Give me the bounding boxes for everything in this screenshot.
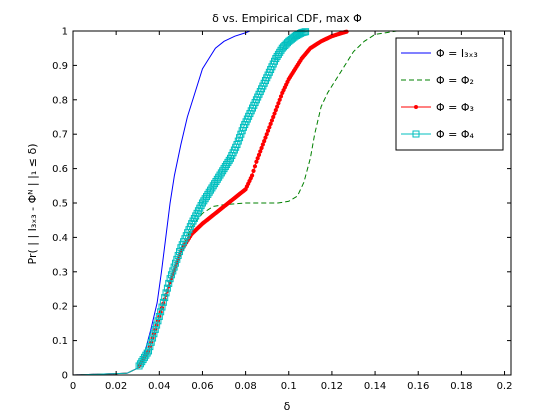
data-point bbox=[176, 248, 184, 256]
data-point bbox=[258, 149, 263, 154]
data-point bbox=[162, 289, 170, 297]
data-point bbox=[262, 138, 267, 144]
data-point bbox=[163, 284, 171, 292]
data-point bbox=[269, 118, 275, 123]
data-point bbox=[146, 343, 154, 351]
legend-label: Φ = I₃ₓ₃ bbox=[436, 47, 478, 60]
data-point bbox=[147, 338, 155, 346]
series-i bbox=[72, 30, 511, 376]
data-point bbox=[165, 279, 173, 287]
legend: Φ = I₃ₓ₃ Φ = Φ₂ Φ = Φ₃ Φ = Φ₄ bbox=[395, 37, 504, 151]
y-tick-label: 0.1 bbox=[52, 336, 68, 347]
y-tick-label: 0.8 bbox=[52, 95, 68, 106]
data-point bbox=[276, 101, 281, 106]
data-point bbox=[149, 334, 157, 342]
data-point bbox=[159, 298, 167, 306]
x-tick-label: 0.02 bbox=[105, 381, 127, 392]
data-point bbox=[249, 173, 255, 178]
data-point bbox=[267, 125, 272, 130]
data-point bbox=[153, 321, 161, 329]
y-tick-label: 0.6 bbox=[52, 164, 68, 175]
legend-entry-item: Φ = Φ₃ bbox=[401, 101, 474, 114]
y-tick-label: 0.2 bbox=[52, 302, 68, 313]
legend-label: Φ = Φ₂ bbox=[436, 74, 474, 87]
x-tick-label: 0.08 bbox=[234, 381, 256, 392]
x-tick-label: 0.04 bbox=[148, 381, 170, 392]
series-layer bbox=[72, 28, 511, 376]
chart-title: δ vs. Empirical CDF, max Φ bbox=[212, 12, 362, 25]
legend-entries: Φ = I₃ₓ₃ Φ = Φ₂ Φ = Φ₃ Φ = Φ₄ bbox=[401, 47, 478, 141]
x-tick-label: 0.12 bbox=[321, 381, 343, 392]
data-point bbox=[259, 145, 264, 151]
data-point bbox=[167, 271, 175, 279]
y-tick-label: 0.7 bbox=[52, 130, 68, 141]
data-point bbox=[154, 317, 162, 325]
data-point bbox=[254, 159, 259, 164]
data-point bbox=[166, 275, 174, 283]
legend-marker bbox=[414, 105, 418, 109]
data-point bbox=[256, 152, 262, 157]
data-point bbox=[268, 121, 273, 126]
data-point bbox=[263, 135, 268, 140]
data-point bbox=[161, 294, 169, 302]
data-point bbox=[275, 104, 280, 109]
x-tick-label: 0.2 bbox=[497, 381, 513, 392]
data-point bbox=[252, 164, 258, 169]
legend-label: Φ = Φ₄ bbox=[436, 128, 475, 141]
data-point bbox=[251, 168, 256, 173]
data-point bbox=[302, 28, 310, 36]
y-tick-label: 1 bbox=[62, 27, 68, 38]
data-point bbox=[151, 325, 159, 333]
x-axis-label: δ bbox=[284, 400, 291, 413]
data-point bbox=[273, 108, 278, 113]
data-point bbox=[255, 156, 260, 161]
legend-label: Φ = Φ₃ bbox=[436, 101, 474, 114]
data-point bbox=[264, 132, 269, 137]
data-point bbox=[157, 308, 165, 316]
data-point bbox=[174, 251, 182, 259]
y-axis-label: Pr( | | I₃ₓ₃ - Φᴺ | |₁ ≤ δ) bbox=[26, 144, 39, 265]
legend-marker bbox=[412, 130, 420, 138]
series-line bbox=[72, 30, 511, 376]
x-tick-label: 0 bbox=[70, 381, 76, 392]
x-tick-label: 0.06 bbox=[191, 381, 213, 392]
y-tick-label: 0.3 bbox=[52, 267, 68, 278]
data-point bbox=[145, 347, 153, 355]
series-item bbox=[72, 28, 511, 376]
data-point bbox=[272, 111, 277, 116]
data-point bbox=[173, 255, 181, 263]
data-point bbox=[277, 97, 282, 102]
x-tick-label: 0.16 bbox=[407, 381, 429, 392]
y-tick-label: 0.9 bbox=[52, 61, 68, 72]
y-tick-label: 0.5 bbox=[52, 199, 68, 210]
data-point bbox=[265, 128, 271, 133]
data-point bbox=[170, 263, 178, 271]
data-point bbox=[150, 330, 158, 338]
data-point bbox=[271, 114, 276, 120]
x-axis: 0 0.02 0.04 0.06 0.08 0.1 0.12 0.14 0.16 0.18 0.2 bbox=[70, 31, 513, 392]
y-tick-label: 0 bbox=[62, 371, 68, 382]
x-tick-label: 0.14 bbox=[364, 381, 386, 392]
data-point bbox=[155, 313, 163, 321]
y-tick-label: 0.4 bbox=[52, 233, 68, 244]
data-point bbox=[260, 142, 265, 147]
data-point bbox=[158, 303, 166, 311]
legend-entry-i: Φ = I₃ₓ₃ bbox=[401, 47, 478, 60]
data-point bbox=[171, 259, 179, 267]
x-tick-label: 0.18 bbox=[450, 381, 472, 392]
data-point bbox=[169, 267, 177, 275]
legend-entry-item: Φ = Φ₂ bbox=[401, 74, 474, 87]
legend-entry-item: Φ = Φ₄ bbox=[401, 128, 475, 141]
y-axis: 0 0.1 0.2 0.3 0.4 0.5 0.6 0.7 0.8 0.9 1 bbox=[52, 27, 511, 382]
data-point bbox=[278, 94, 284, 99]
x-tick-label: 0.1 bbox=[281, 381, 297, 392]
